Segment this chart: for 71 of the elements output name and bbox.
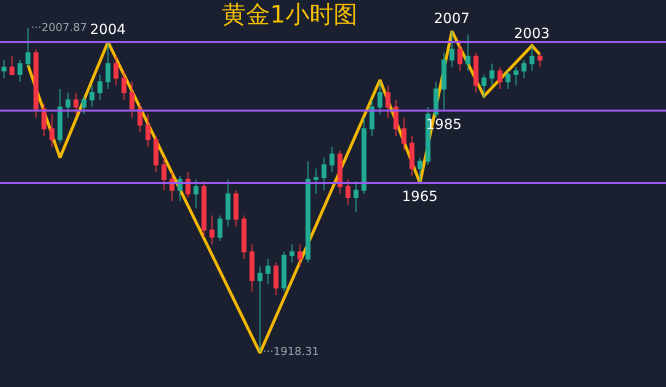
candlestick xyxy=(402,117,406,151)
candlestick xyxy=(210,215,214,245)
annotation: 1965 xyxy=(402,189,438,205)
annotation: 2003 xyxy=(514,26,550,42)
candlestick xyxy=(314,168,318,194)
candlestick xyxy=(330,146,334,173)
candlestick xyxy=(514,66,518,86)
candlestick xyxy=(218,215,222,242)
candlestick xyxy=(266,258,270,285)
candlestick xyxy=(442,52,446,112)
candlestick xyxy=(234,190,238,227)
candlestick xyxy=(10,56,14,76)
candlestick xyxy=(298,244,302,267)
candlestick xyxy=(530,45,534,72)
candlestick xyxy=(90,84,94,108)
candlestick xyxy=(306,160,310,264)
candlestick xyxy=(50,114,54,148)
candlestick xyxy=(410,135,414,176)
candlestick xyxy=(386,84,390,118)
candlestick xyxy=(450,30,454,68)
candlestick xyxy=(290,244,294,264)
candlestick xyxy=(154,135,158,173)
candlestick xyxy=(538,52,542,68)
candlestick xyxy=(106,41,110,90)
candlestick xyxy=(162,157,166,191)
candlestick xyxy=(122,70,126,100)
candlestick xyxy=(466,34,470,72)
candlestick xyxy=(98,74,102,100)
candlestick xyxy=(482,74,486,99)
candlestick xyxy=(18,60,22,82)
candlestick xyxy=(146,114,150,148)
candlestick xyxy=(354,180,358,212)
candlestick xyxy=(362,117,366,194)
candlestick xyxy=(58,88,62,144)
candlestick xyxy=(2,60,6,79)
chart-title: 黄金1小时图 xyxy=(222,0,358,29)
candlestick xyxy=(370,99,374,136)
candlestick xyxy=(282,251,286,292)
annotation: ···1918.31 xyxy=(263,345,319,358)
candlestick xyxy=(474,52,478,94)
candlestick xyxy=(202,180,206,238)
candlestick xyxy=(82,96,86,115)
candlestick xyxy=(226,178,230,227)
annotation: 2007 xyxy=(434,11,470,27)
candlestick xyxy=(42,102,46,136)
candlestick xyxy=(34,48,38,118)
candlestick xyxy=(74,92,78,115)
candlestick xyxy=(338,150,342,194)
candlestick xyxy=(378,81,382,115)
candlestick xyxy=(138,102,142,133)
candlestick xyxy=(130,81,134,118)
candlestick xyxy=(258,266,262,352)
candlestick xyxy=(498,66,502,90)
candlestick xyxy=(394,99,398,136)
candlestick xyxy=(434,81,438,118)
candlestick xyxy=(458,40,462,72)
candlestick xyxy=(26,27,30,68)
candlestick xyxy=(274,262,278,296)
candlestick xyxy=(66,92,70,118)
candlestick xyxy=(506,70,510,90)
candlestick xyxy=(114,56,118,86)
candlestick xyxy=(322,157,326,191)
candlestick xyxy=(194,178,198,209)
annotation: ···2007.87 xyxy=(31,21,87,34)
candlestick xyxy=(250,244,254,292)
candlestick xyxy=(346,178,350,206)
candlestick xyxy=(242,215,246,260)
candlestick xyxy=(418,157,422,184)
candlestick xyxy=(522,60,526,79)
annotation: 2004 xyxy=(90,22,126,38)
candlestick xyxy=(490,63,494,86)
